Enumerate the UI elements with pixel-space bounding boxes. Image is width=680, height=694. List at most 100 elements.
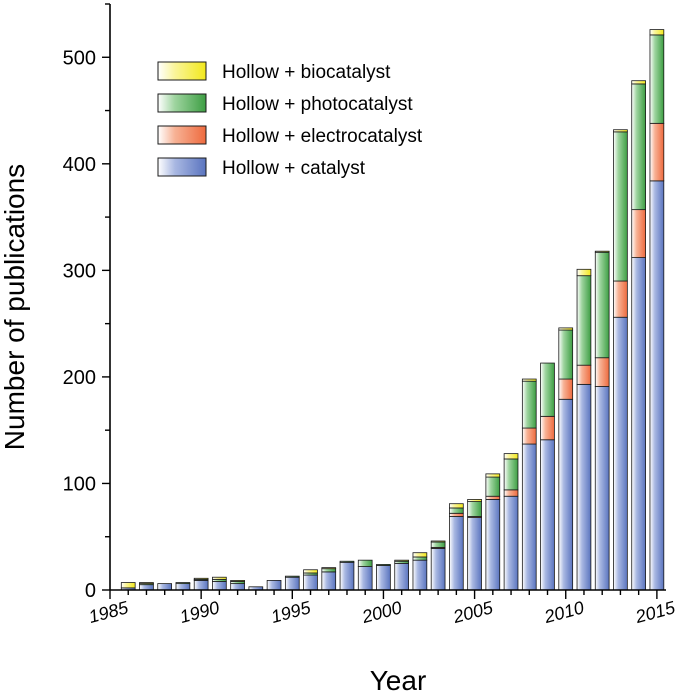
bar-2011-photocatalyst	[576, 275, 592, 366]
x-tick-label: 2000	[359, 597, 404, 627]
bar-1992-catalyst	[230, 583, 245, 591]
bar-1998-catalyst	[339, 561, 355, 591]
x-tick-label: 2015	[632, 597, 678, 627]
bar-2011-electrocatalyst	[576, 364, 592, 385]
bar-2006-catalyst	[485, 499, 501, 591]
bar-2005-photocatalyst	[467, 501, 482, 517]
x-axis-title: Year	[370, 665, 427, 694]
bar-2014-photocatalyst	[631, 83, 646, 211]
bar-2003-catalyst	[430, 548, 446, 591]
bar-2012-catalyst	[594, 386, 610, 591]
bar-1997-catalyst	[321, 571, 337, 591]
bar-2010-catalyst	[558, 398, 574, 591]
bar-2010-biocatalyst	[558, 327, 574, 331]
legend: Hollow + biocatalyst Hollow + photocataly…	[157, 61, 423, 179]
legend-label-photocatalyst: Hollow + photocatalyst	[222, 94, 413, 115]
bar-1999-photocatalyst	[357, 559, 373, 567]
legend-label-electrocatalyst: Hollow + electrocatalyst	[222, 126, 423, 147]
bar-1988-catalyst	[157, 583, 173, 591]
bar-2003-biocatalyst	[430, 540, 446, 543]
legend-label-biocatalyst: Hollow + biocatalyst	[222, 62, 391, 83]
legend-swatch-electrocatalyst	[157, 125, 207, 145]
bar-2002-photocatalyst	[412, 556, 428, 561]
bar-1995-catalyst	[284, 576, 300, 591]
bar-2001-biocatalyst	[394, 559, 409, 562]
bars-group	[120, 29, 665, 591]
bar-2011-catalyst	[576, 383, 592, 591]
bar-2012-photocatalyst	[594, 251, 610, 359]
bar-2013-biocatalyst	[613, 129, 628, 133]
bar-2006-photocatalyst	[485, 476, 501, 497]
legend-swatch-catalyst	[157, 157, 207, 177]
bar-2015-catalyst	[649, 180, 665, 591]
y-tick-label: 400	[63, 154, 96, 176]
bar-2002-catalyst	[412, 559, 428, 591]
bar-2000-photocatalyst	[376, 564, 391, 566]
bar-1996-catalyst	[303, 574, 318, 591]
bar-2015-electrocatalyst	[649, 122, 665, 182]
bar-2013-electrocatalyst	[613, 280, 628, 318]
bar-2009-electrocatalyst	[540, 415, 555, 441]
bar-1995-photocatalyst	[284, 575, 300, 578]
bar-1987-biocatalyst	[139, 582, 154, 585]
bar-2008-biocatalyst	[521, 378, 537, 382]
x-tick-label: 2010	[541, 597, 586, 627]
bar-2013-photocatalyst	[613, 131, 628, 282]
y-axis-title: Number of publications	[0, 164, 30, 450]
bar-2004-biocatalyst	[449, 503, 464, 509]
bar-2003-photocatalyst	[430, 541, 446, 548]
bar-2007-biocatalyst	[503, 453, 519, 460]
bar-2010-photocatalyst	[558, 329, 574, 380]
bar-2008-photocatalyst	[521, 380, 537, 429]
bar-1997-photocatalyst	[321, 568, 337, 573]
bar-2009-catalyst	[540, 439, 555, 591]
bar-2012-electrocatalyst	[594, 357, 610, 387]
bar-2012-biocatalyst	[594, 250, 610, 253]
bar-1989-catalyst	[175, 583, 191, 591]
bar-2015-photocatalyst	[649, 34, 665, 124]
bar-2006-electrocatalyst	[485, 495, 501, 500]
y-tick-label: 100	[63, 473, 96, 495]
bar-2000-catalyst	[376, 565, 391, 591]
bar-2005-biocatalyst	[467, 499, 482, 502]
legend-label-catalyst: Hollow + catalyst	[222, 158, 366, 179]
legend-swatch-photocatalyst	[157, 93, 207, 113]
bar-2004-photocatalyst	[449, 507, 464, 514]
bar-1992-biocatalyst	[230, 580, 245, 582]
bar-2005-catalyst	[467, 517, 482, 591]
y-tick-label: 500	[63, 47, 96, 69]
bar-2015-biocatalyst	[649, 29, 665, 36]
y-tick-label: 200	[63, 367, 96, 389]
bar-2014-electrocatalyst	[631, 209, 646, 258]
x-tick-label: 1990	[178, 597, 222, 627]
y-tick-label: 300	[63, 260, 96, 282]
legend-swatch-biocatalyst	[157, 61, 207, 81]
x-tick-label: 1995	[269, 597, 314, 627]
bar-1986-biocatalyst	[120, 582, 136, 589]
bar-2009-photocatalyst	[540, 362, 555, 417]
bar-2002-biocatalyst	[412, 552, 428, 558]
bar-1998-photocatalyst	[339, 560, 355, 563]
bar-2006-biocatalyst	[485, 473, 501, 478]
bar-1997-biocatalyst	[321, 567, 337, 570]
bar-2007-photocatalyst	[503, 458, 519, 491]
bar-1991-catalyst	[212, 581, 227, 591]
bar-2013-catalyst	[613, 316, 628, 591]
bar-1996-biocatalyst	[303, 569, 318, 574]
x-tick-label: 2005	[450, 597, 496, 627]
bar-1990-catalyst	[193, 580, 209, 591]
bar-2007-electrocatalyst	[503, 489, 519, 497]
bar-2001-catalyst	[394, 562, 409, 591]
bar-2014-biocatalyst	[631, 80, 646, 85]
bar-1994-catalyst	[266, 580, 282, 591]
bar-2008-catalyst	[521, 443, 537, 591]
bar-1989-photocatalyst	[175, 582, 191, 585]
bar-1990-biocatalyst	[193, 577, 209, 580]
bar-2008-electrocatalyst	[521, 427, 537, 445]
bar-2007-catalyst	[503, 495, 519, 591]
bar-2004-catalyst	[449, 516, 464, 591]
bar-1991-biocatalyst	[212, 576, 227, 580]
bar-2010-electrocatalyst	[558, 378, 574, 400]
bar-1999-catalyst	[357, 566, 373, 591]
